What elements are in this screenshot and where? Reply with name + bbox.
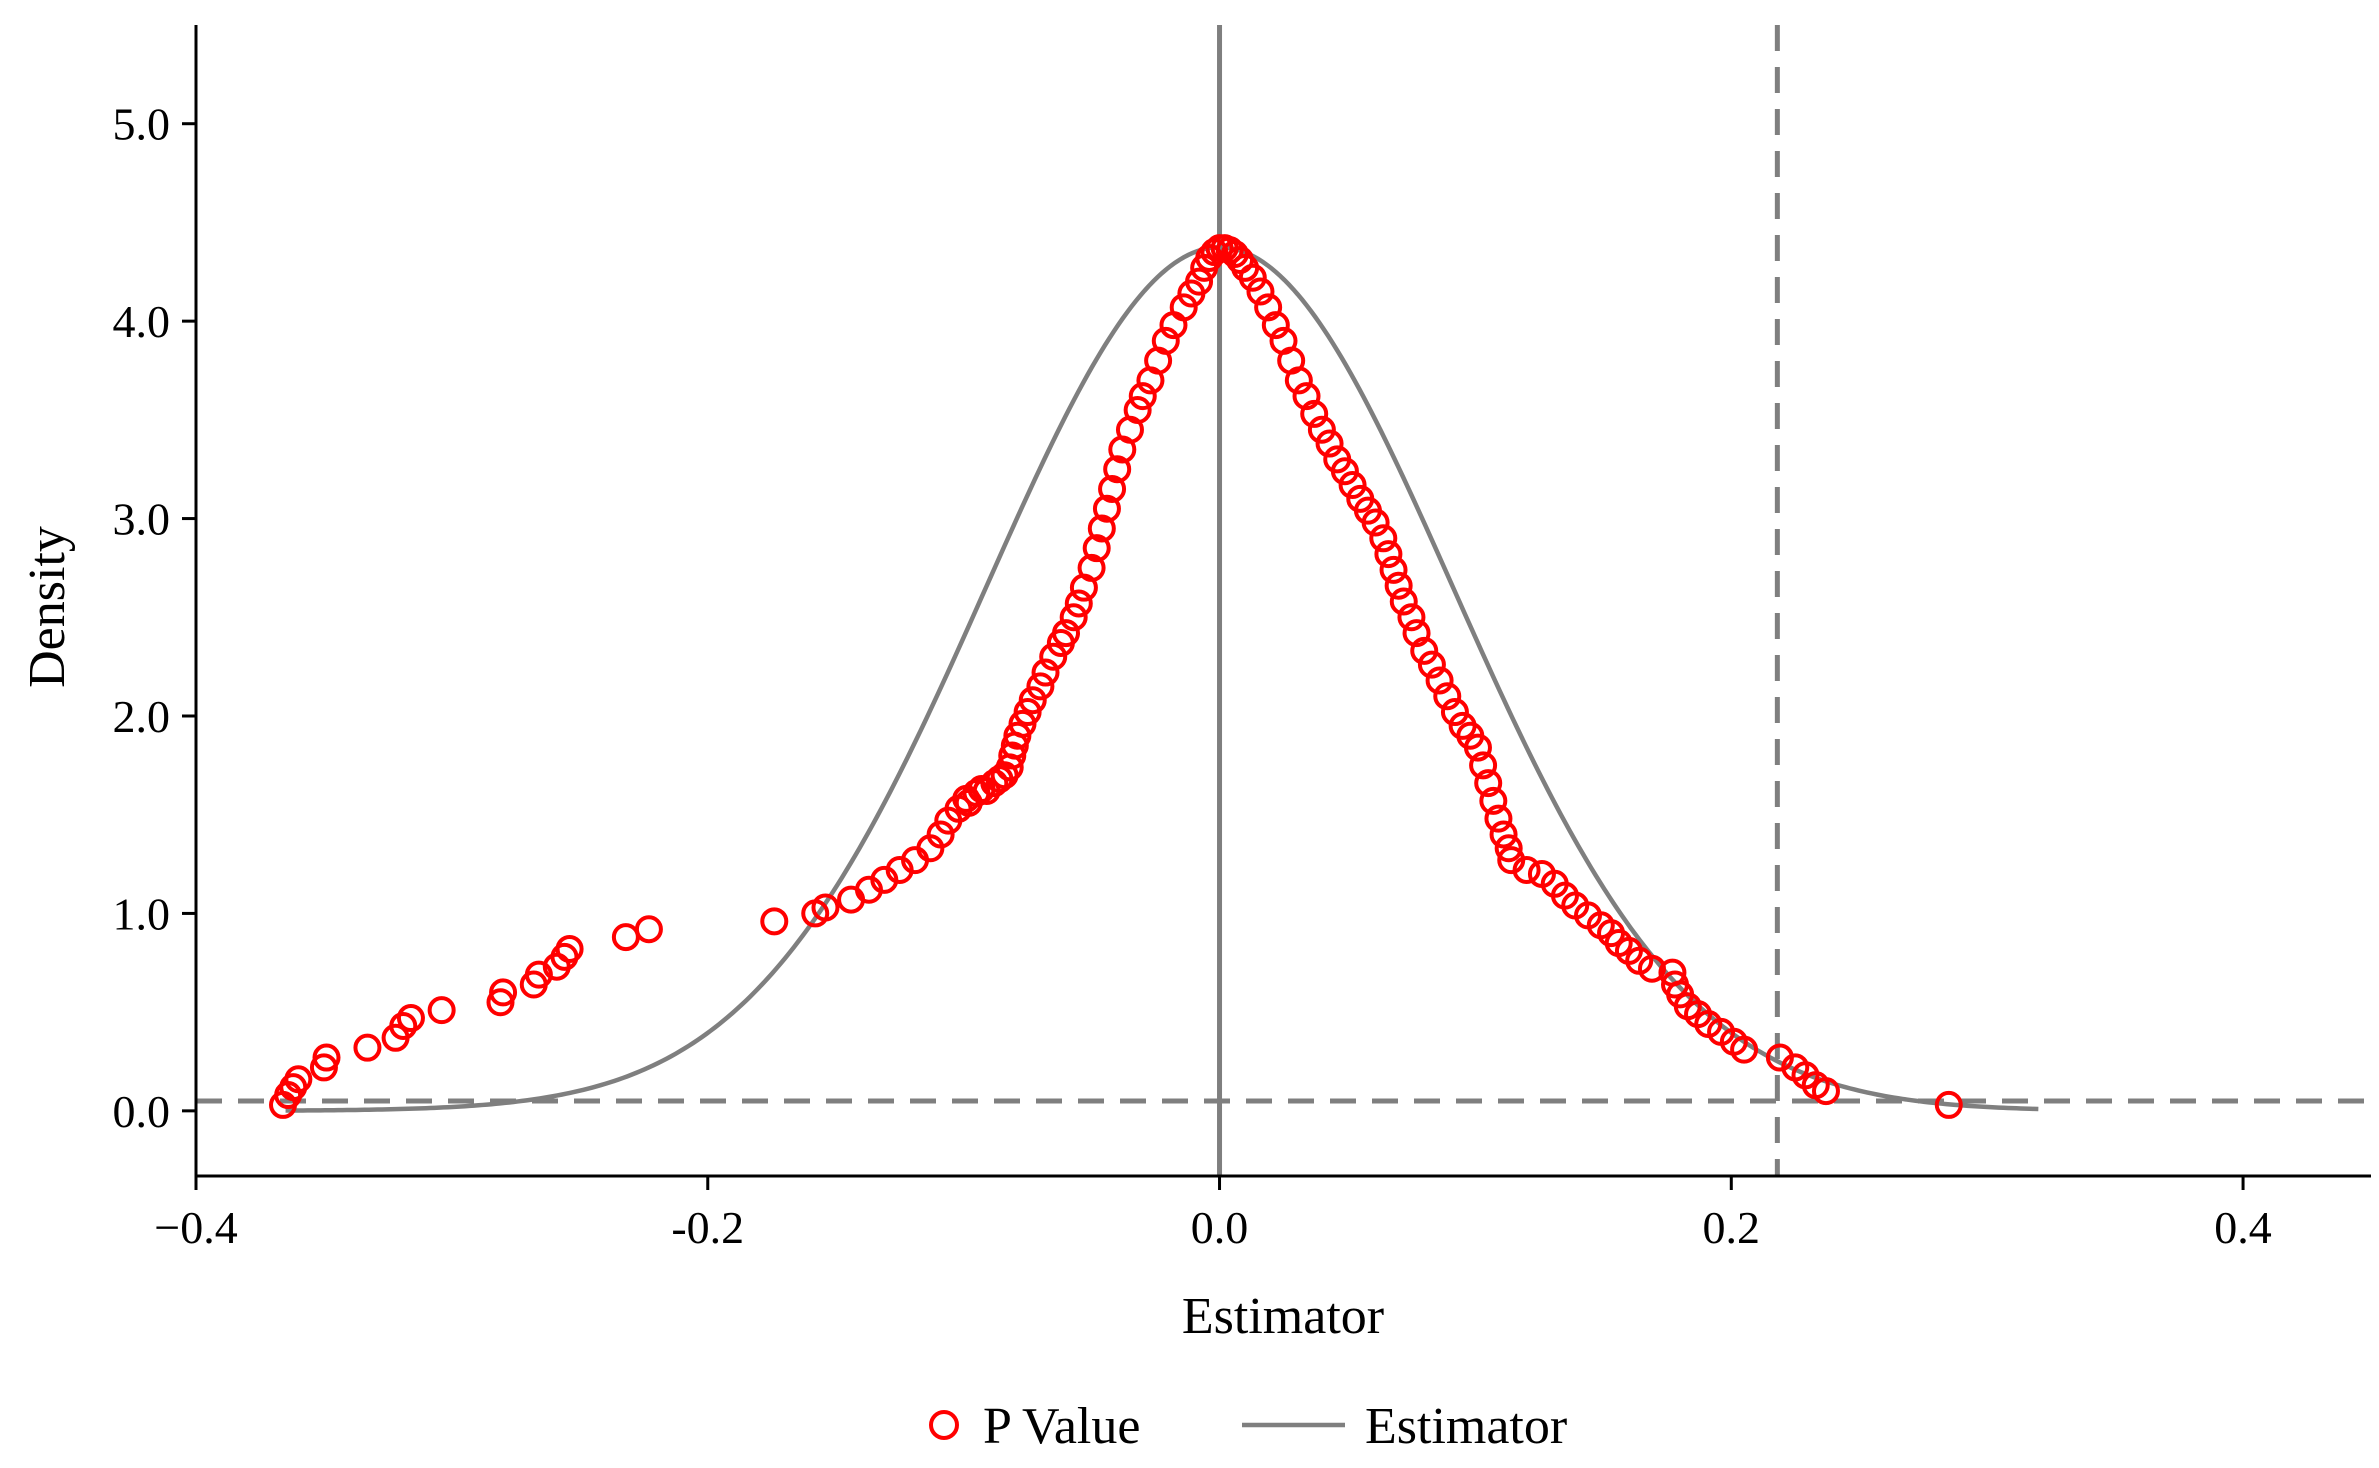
p-value-point	[1463, 733, 1492, 762]
p-value-point	[1261, 311, 1290, 340]
p-value-point	[1397, 603, 1426, 632]
p-value-point	[1185, 267, 1214, 296]
p-value-point	[1374, 540, 1403, 569]
p-value-point	[1330, 457, 1359, 486]
p-value-point	[312, 1043, 341, 1072]
p-value-point	[1059, 603, 1088, 632]
p-value-point	[1440, 698, 1469, 727]
y-axis-ticks: 0.0 1.0 2.0 3.0 4.0 5.0	[113, 99, 196, 1137]
p-value-point	[1494, 834, 1523, 863]
p-value-point	[427, 996, 456, 1025]
p-value-point	[1098, 474, 1127, 503]
x-tick-label: 0.4	[2214, 1202, 2272, 1253]
p-value-point	[760, 907, 789, 936]
p-value-point	[1469, 751, 1498, 780]
p-value-point	[1292, 382, 1321, 411]
p-value-point	[1018, 686, 1047, 715]
p-value-point	[1077, 553, 1106, 582]
y-axis-title: Density	[19, 526, 76, 688]
p-value-point	[1417, 650, 1446, 679]
x-axis-ticks: −0.4 -0.2 0.0 0.2 0.4	[154, 1176, 2272, 1253]
p-value-point	[1064, 589, 1093, 618]
legend-label-estimator: Estimator	[1365, 1398, 1567, 1455]
p-value-point	[1031, 658, 1060, 687]
p-value-point	[1361, 508, 1390, 537]
p-value-point	[1315, 429, 1344, 458]
plot-area	[196, 25, 2371, 1176]
p-value-point	[389, 1011, 418, 1040]
p-value-point	[1092, 494, 1121, 523]
p-value-point	[1338, 471, 1367, 500]
p-value-point	[634, 915, 663, 944]
p-value-point	[1123, 395, 1152, 424]
p-value-point	[1410, 636, 1439, 665]
p-value-point	[1384, 571, 1413, 600]
p-value-point	[985, 765, 1014, 794]
p-value-point	[1425, 666, 1454, 695]
p-value-point	[1082, 534, 1111, 563]
p-value-point	[1474, 769, 1503, 798]
x-tick-label: 0.2	[1703, 1202, 1761, 1253]
x-tick-label: −0.4	[154, 1202, 237, 1253]
y-tick-label: 4.0	[113, 296, 171, 347]
legend-label-p-value: P Value	[983, 1398, 1140, 1455]
legend: P Value Estimator	[929, 1398, 1567, 1455]
p-value-point	[1479, 786, 1508, 815]
p-value-point	[353, 1033, 382, 1062]
p-value-point	[1300, 399, 1329, 428]
p-value-point	[489, 978, 518, 1007]
p-value-point	[1039, 642, 1068, 671]
p-value-points	[269, 234, 1963, 1119]
p-value-point	[284, 1065, 313, 1094]
p-value-point	[1087, 514, 1116, 543]
p-value-point	[524, 960, 553, 989]
p-value-point	[1484, 804, 1513, 833]
p-value-point	[1026, 672, 1055, 701]
p-value-point	[1151, 326, 1180, 355]
p-value-point	[1369, 524, 1398, 553]
y-tick-label: 3.0	[113, 494, 171, 545]
p-value-point	[1246, 277, 1275, 306]
x-tick-label: 0.0	[1191, 1202, 1249, 1253]
p-value-point	[1254, 293, 1283, 322]
p-value-point	[1379, 555, 1408, 584]
p-value-point	[1238, 263, 1267, 292]
p-value-point	[611, 923, 640, 952]
p-value-point	[1489, 820, 1518, 849]
p-value-point	[1307, 415, 1336, 444]
y-tick-label: 1.0	[113, 888, 171, 939]
p-value-point	[926, 820, 955, 849]
p-value-point	[1637, 954, 1666, 983]
legend-marker-p-value	[929, 1410, 959, 1440]
p-value-point	[1103, 455, 1132, 484]
p-value-point	[1128, 382, 1157, 411]
p-value-point	[555, 934, 584, 963]
x-tick-label: -0.2	[671, 1202, 744, 1253]
p-value-point	[1402, 619, 1431, 648]
p-value-point	[1433, 682, 1462, 711]
reference-lines	[196, 25, 2371, 1176]
p-value-point	[1512, 855, 1541, 884]
p-value-point	[1169, 293, 1198, 322]
p-value-point	[1284, 366, 1313, 395]
y-tick-label: 5.0	[113, 99, 171, 150]
p-value-point	[1934, 1090, 1963, 1119]
y-tick-label: 2.0	[113, 691, 171, 742]
y-tick-label: 0.0	[113, 1086, 171, 1137]
p-value-point	[1730, 1035, 1759, 1064]
p-value-point	[811, 893, 840, 922]
x-axis-title: Estimator	[1182, 1288, 1384, 1345]
p-value-point	[1389, 587, 1418, 616]
p-value-point	[396, 1004, 425, 1033]
p-value-point	[1811, 1077, 1840, 1106]
p-value-point	[1052, 619, 1080, 648]
